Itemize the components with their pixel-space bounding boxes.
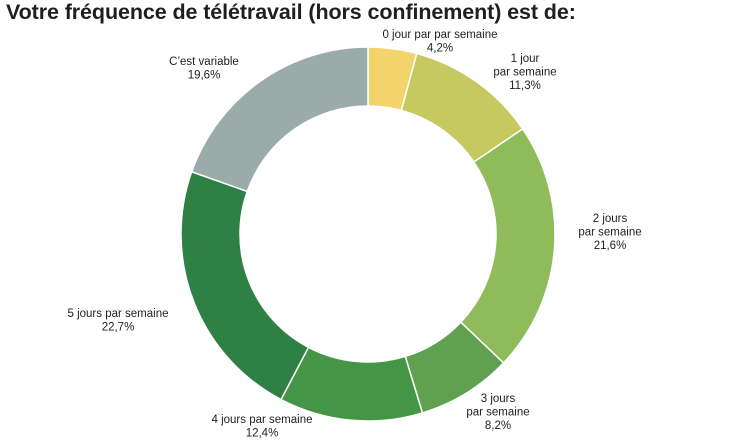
donut-slices [180, 46, 556, 422]
slice-category: par semaine [578, 227, 641, 239]
donut-slice-2 [459, 127, 556, 364]
slice-label-3: 3 jours par semaine 8,2% [466, 393, 529, 432]
slice-label-5: 5 jours par semaine 22,7% [68, 308, 169, 334]
slice-category: 4 jours par semaine [212, 414, 313, 426]
slice-category: 1 jour [511, 53, 540, 65]
slice-value: 11,3% [509, 80, 541, 92]
slice-category: 2 jours [593, 213, 628, 225]
slice-label-6: C’est variable 19,6% [169, 56, 239, 82]
slice-category: 3 jours [481, 393, 516, 405]
slice-category: par semaine [466, 407, 529, 419]
slice-labels: 0 jour par par semaine 4,2% 1 jour par sema… [68, 29, 642, 440]
slice-value: 4,2% [427, 43, 453, 55]
slice-category: 5 jours par semaine [68, 308, 169, 320]
slice-label-0: 0 jour par par semaine 4,2% [382, 29, 497, 55]
donut-slice-6 [190, 46, 369, 193]
slice-label-2: 2 jours par semaine 21,6% [578, 213, 641, 252]
slice-category: par semaine [493, 67, 556, 79]
slice-value: 22,7% [102, 322, 135, 334]
slice-value: 19,6% [188, 70, 221, 82]
donut-slice-5 [180, 170, 310, 401]
slice-category: 0 jour par par semaine [382, 29, 497, 41]
slice-value: 21,6% [594, 240, 627, 252]
slice-category: C’est variable [169, 56, 239, 68]
slice-label-1: 1 jour par semaine 11,3% [493, 53, 556, 92]
chart-title: Votre fréquence de télétravail (hors con… [6, 0, 576, 24]
slice-value: 8,2% [485, 420, 511, 432]
slice-value: 12,4% [246, 428, 279, 440]
slice-label-4: 4 jours par semaine 12,4% [212, 414, 313, 440]
